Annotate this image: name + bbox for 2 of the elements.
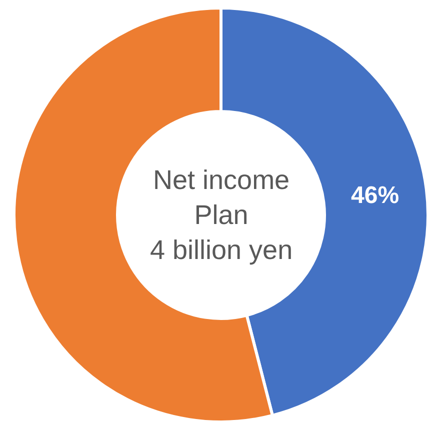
text: Net income Plan 4 billion yen <box>150 165 293 266</box>
data-label: 46% <box>351 182 400 210</box>
